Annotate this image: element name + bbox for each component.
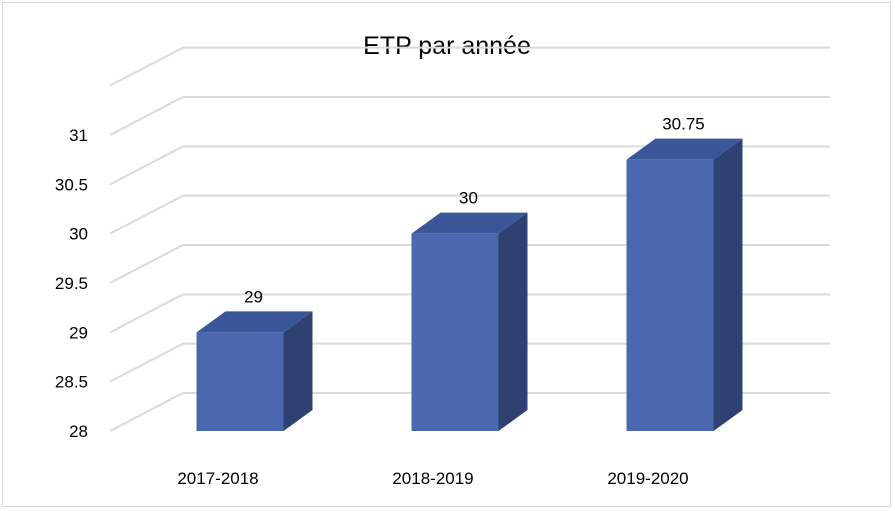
x-category-label: 2018-2019 bbox=[392, 469, 473, 488]
bars bbox=[196, 138, 743, 431]
bar-front bbox=[626, 159, 714, 431]
gridline-diagonal bbox=[109, 244, 184, 284]
bar-2019-2020 bbox=[626, 138, 743, 431]
x-axis-categories: 2017-2018 2018-2019 2019-2020 bbox=[177, 469, 688, 488]
y-tick-label: 28.5 bbox=[55, 373, 88, 392]
bar-front bbox=[196, 332, 284, 431]
gridline-diagonal bbox=[109, 392, 184, 432]
bar-side bbox=[713, 138, 743, 431]
chart-title: ETP par année bbox=[363, 32, 531, 60]
bar-2018-2019 bbox=[411, 212, 528, 431]
bar-top bbox=[196, 311, 313, 333]
bar-2017-2018 bbox=[196, 311, 313, 431]
y-tick-label: 29.5 bbox=[55, 274, 88, 293]
y-tick-label: 30 bbox=[69, 225, 88, 244]
y-tick-label: 28 bbox=[69, 422, 88, 441]
y-tick-label: 29 bbox=[69, 323, 88, 342]
bar-top bbox=[626, 138, 743, 160]
data-label: 29 bbox=[244, 287, 263, 306]
x-category-label: 2017-2018 bbox=[177, 469, 258, 488]
data-label: 30.75 bbox=[662, 115, 705, 134]
gridline-diagonal bbox=[109, 342, 184, 383]
y-tick-label: 30.5 bbox=[55, 175, 88, 194]
y-axis-ticks: 28 28.5 29 29.5 30 30.5 31 bbox=[55, 126, 88, 441]
data-labels: 29 30 30.75 bbox=[244, 115, 705, 307]
bar-side bbox=[283, 311, 313, 431]
gridline-diagonal bbox=[109, 293, 184, 334]
gridline-diagonal bbox=[109, 145, 184, 186]
y-tick-label: 31 bbox=[69, 126, 88, 145]
x-category-label: 2019-2020 bbox=[607, 469, 688, 488]
bar-side bbox=[498, 212, 528, 431]
gridline-diagonal bbox=[109, 96, 184, 136]
bar-front bbox=[411, 233, 499, 431]
gridline-diagonal bbox=[109, 46, 184, 87]
data-label: 30 bbox=[459, 189, 478, 208]
gridline-diagonal bbox=[109, 194, 184, 235]
bar-top bbox=[411, 212, 528, 234]
